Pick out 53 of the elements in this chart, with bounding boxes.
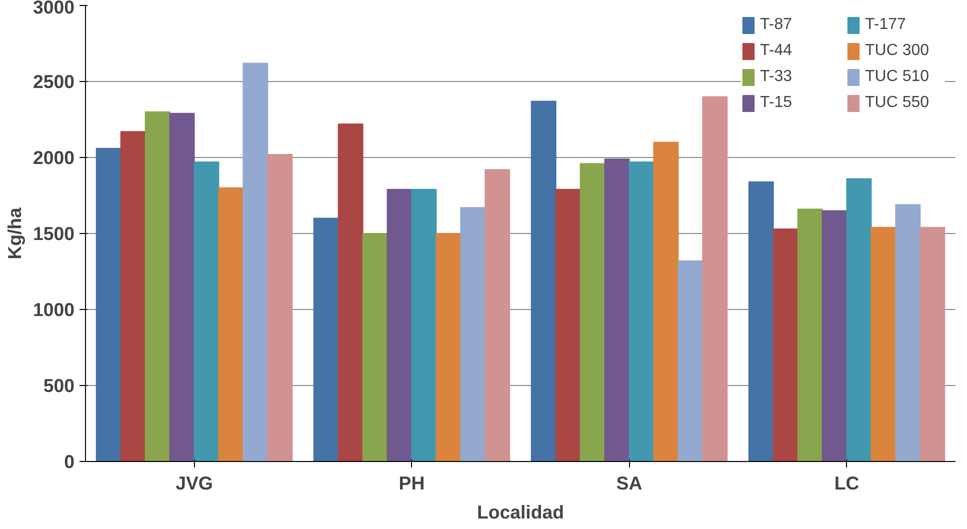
bar [242, 62, 268, 462]
bar [436, 233, 462, 462]
bar [460, 207, 486, 462]
bar [653, 142, 679, 462]
bar [748, 181, 774, 462]
bar [604, 158, 630, 462]
y-tick-label: 2000 [32, 147, 75, 168]
y-tick-label: 1000 [32, 299, 75, 320]
bar [144, 111, 170, 462]
y-tick-label: 0 [64, 451, 75, 472]
bar [96, 148, 122, 462]
bar [218, 187, 244, 462]
y-tick-label: 500 [43, 375, 75, 396]
legend-label: T-87 [760, 16, 794, 34]
bar [411, 188, 437, 462]
x-tick-label: JVG [176, 472, 213, 494]
x-tick-label: SA [616, 472, 642, 494]
bar [267, 154, 293, 462]
legend-label: T-44 [760, 42, 794, 60]
bar [555, 188, 581, 462]
legend-label: T-33 [760, 68, 794, 86]
legend-label: TUC 300 [865, 42, 930, 60]
x-tick-label: LC [834, 472, 860, 494]
bar [846, 178, 872, 462]
bar [338, 124, 364, 462]
bar [194, 162, 220, 462]
legend-label: TUC 510 [865, 68, 930, 86]
bar [169, 112, 195, 462]
bar [702, 96, 728, 462]
bar [484, 169, 510, 462]
legend-label: T-15 [760, 94, 794, 112]
bar [120, 131, 146, 462]
bar [920, 226, 946, 462]
y-tick-label: 3000 [32, 0, 75, 18]
x-axis-title: Localidad [476, 502, 564, 522]
bar [678, 260, 704, 462]
bar [530, 100, 556, 462]
bar [772, 228, 798, 462]
bar [822, 210, 848, 462]
bar [895, 204, 921, 462]
y-tick-label: 2500 [32, 71, 75, 92]
legend-label: TUC 550 [865, 94, 930, 112]
bar [797, 208, 823, 462]
bar [362, 233, 388, 462]
y-axis-title: Kg/ha [4, 206, 25, 260]
y-tick-label: 1500 [32, 223, 75, 244]
bar [386, 188, 412, 462]
bar [580, 163, 606, 462]
x-tick-label: PH [398, 472, 425, 494]
bar [313, 218, 339, 462]
bar [870, 226, 896, 462]
legend-label: T-177 [865, 16, 907, 34]
bar [628, 162, 654, 462]
